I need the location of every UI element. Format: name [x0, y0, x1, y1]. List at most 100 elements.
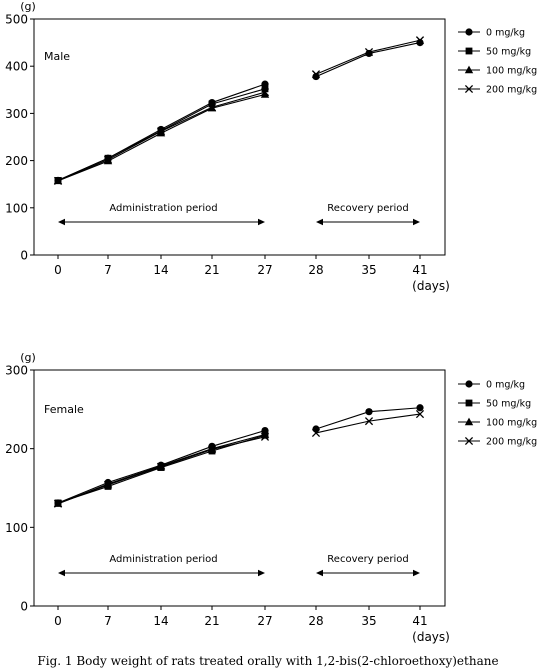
male-series-200-mg-per-kg-point-stroke — [156, 127, 166, 136]
female-legend: 0 mg/kg 50 mg/kg 100 mg/kg 200 mg/kg — [458, 380, 537, 448]
male-series-100-mg-per-kg-point — [260, 90, 270, 98]
male-series-200-mg-per-kg-point — [415, 36, 425, 45]
male-y-tick-label: 300 — [5, 107, 28, 121]
male-admin-arrow-head — [58, 218, 65, 226]
male-y-tick-label: 100 — [5, 201, 28, 215]
male-series-200-mg-per-kg-point-stroke — [53, 176, 63, 185]
male-recovery-arrow-head — [316, 218, 323, 226]
female-legend-label: 0 mg/kg — [486, 380, 525, 391]
male-recovery-period-label: Recovery period — [327, 203, 408, 214]
female-y-tick-label: 0 — [20, 600, 28, 614]
male-x-tick-label: 35 — [361, 263, 376, 277]
female-chart: 0 100 200 300(g) 0 7 14 21 27 28 35 41 (days) Female A… — [5, 351, 537, 644]
female-series-200-mg-per-kg-point-stroke — [53, 499, 63, 508]
female-x-tick-label: 0 — [54, 614, 62, 628]
female-legend-marker — [465, 380, 473, 388]
male-series-200-mg-per-kg-line — [315, 39, 421, 75]
female-series-200-mg-per-kg-point-stroke — [311, 428, 321, 437]
male-series-200-mg-per-kg-point-stroke — [260, 88, 270, 97]
male-series-200-mg-per-kg-point-stroke — [364, 47, 374, 57]
female-x-tick-label: 35 — [361, 614, 376, 628]
male-legend-label: 0 mg/kg — [486, 28, 525, 39]
male-x-unit: (days) — [412, 279, 450, 293]
female-recovery-arrow-head — [316, 569, 323, 577]
male-series-200-mg-per-kg-point-stroke — [311, 70, 321, 79]
male-legend-marker — [464, 84, 474, 94]
female-x-tick-label: 27 — [257, 614, 272, 628]
female-x-tick-label: 7 — [104, 614, 112, 628]
female-series-200-mg-per-kg-point-stroke — [260, 432, 270, 441]
female-series-200-mg-per-kg-point-stroke — [207, 445, 217, 454]
female-x-unit: (days) — [412, 630, 450, 644]
female-panel-label: Female — [44, 403, 84, 416]
female-legend-label: 200 mg/kg — [486, 437, 537, 448]
female-plot-frame — [33, 369, 446, 607]
male-series-200-mg-per-kg-point-stroke — [103, 155, 113, 164]
female-admin-period-label: Administration period — [109, 554, 217, 565]
male-legend-label: 100 mg/kg — [486, 66, 537, 77]
female-series-100-mg-per-kg-point — [260, 430, 270, 438]
male-plot-frame — [33, 18, 446, 256]
male-panel-label: Male — [44, 50, 70, 63]
male-legend-marker — [464, 65, 474, 74]
female-y-unit: (g) — [20, 351, 36, 364]
male-series-200-mg-per-kg-point — [260, 88, 270, 97]
female-admin-arrow-head — [58, 569, 65, 577]
male-legend-marker-stroke — [464, 84, 474, 94]
male-legend-marker — [465, 47, 473, 55]
male-series-200-mg-per-kg-point — [53, 176, 63, 185]
female-y-tick-label: 200 — [5, 442, 28, 456]
male-series-50-mg-per-kg-point — [261, 85, 269, 93]
female-x-tick-label: 28 — [308, 614, 323, 628]
female-series-200-mg-per-kg-point-stroke — [364, 417, 374, 426]
male-series-200-mg-per-kg-point — [311, 70, 321, 79]
male-legend: 0 mg/kg 50 mg/kg 100 mg/kg 200 mg/kg — [458, 28, 537, 96]
female-x-tick-label: 14 — [153, 614, 168, 628]
female-y-tick-label: 100 — [5, 521, 28, 535]
male-x-tick-label: 14 — [153, 263, 168, 277]
male-series-200-mg-per-kg-point — [207, 103, 217, 112]
male-admin-period-label: Administration period — [109, 203, 217, 214]
male-legend-label: 200 mg/kg — [486, 85, 537, 96]
male-series-200-mg-per-kg-point — [103, 155, 113, 164]
female-y-tick-label: 300 — [5, 364, 28, 378]
female-legend-marker-stroke — [464, 436, 474, 446]
female-legend-marker — [464, 417, 474, 426]
male-y-tick-label: 400 — [5, 60, 28, 74]
male-y-tick-label: 500 — [5, 13, 28, 27]
male-series-200-mg-per-kg-point — [156, 127, 166, 136]
female-series-200-mg-per-kg-point — [103, 480, 113, 489]
male-legend-marker — [465, 28, 473, 36]
male-series-200-mg-per-kg-point-stroke — [207, 103, 217, 112]
male-x-tick-label: 28 — [308, 263, 323, 277]
female-series-0-mg-per-kg-point — [416, 404, 424, 412]
male-x-tick-label: 7 — [104, 263, 112, 277]
male-series-0-mg-per-kg-point — [312, 72, 320, 81]
male-series-100-mg-per-kg-point — [156, 128, 166, 137]
female-series-200-mg-per-kg-point-stroke — [103, 480, 113, 489]
female-series-200-mg-per-kg-point — [156, 462, 166, 471]
female-recovery-period-label: Recovery period — [327, 554, 408, 565]
female-series-200-mg-per-kg-point — [53, 499, 63, 508]
male-chart: 0 100 200 300 400 500(g) 0 7 14 21 27 28 35 41 (days) M… — [5, 0, 537, 293]
female-x-tick-label: 21 — [204, 614, 219, 628]
male-x-tick-label: 41 — [412, 263, 427, 277]
female-series-200-mg-per-kg-point — [415, 409, 425, 419]
figure-caption: Fig. 1 Body weight of rats treated orall… — [37, 654, 498, 668]
female-series-0-mg-per-kg-point — [365, 408, 373, 416]
male-recovery-arrow-head — [413, 218, 420, 226]
female-admin-arrow-head — [258, 569, 265, 577]
male-series-200-mg-per-kg-point — [364, 47, 374, 57]
male-series-200-mg-per-kg-point-stroke — [415, 36, 425, 45]
female-legend-marker — [464, 436, 474, 446]
female-series-200-mg-per-kg-point-stroke — [156, 462, 166, 471]
male-x-tick-label: 0 — [54, 263, 62, 277]
female-recovery-arrow-head — [413, 569, 420, 577]
male-series-200-mg-per-kg-line — [57, 91, 266, 182]
female-x-tick-label: 41 — [412, 614, 427, 628]
male-y-tick-label: 200 — [5, 154, 28, 168]
male-x-tick-label: 27 — [257, 263, 272, 277]
female-series-200-mg-per-kg-point-stroke — [415, 409, 425, 419]
male-legend-label: 50 mg/kg — [486, 47, 531, 58]
